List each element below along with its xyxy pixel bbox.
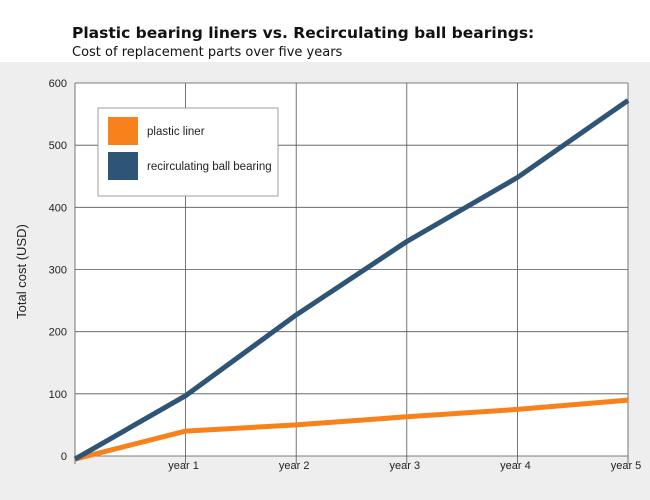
legend-label: plastic liner [147, 126, 205, 138]
legend: plastic liner recirculating ball bearing [97, 107, 279, 197]
y-axis-ticks: 0 100 200 300 400 500 600 [49, 78, 67, 463]
legend-swatch-plastic-liner [108, 117, 138, 145]
y-tick-label: 600 [49, 78, 67, 90]
chart-title: Plastic bearing liners vs. Recirculating… [72, 24, 535, 42]
y-tick-label: 200 [49, 327, 67, 339]
y-axis-title: Total cost (USD) [14, 224, 29, 319]
y-tick-label: 100 [49, 389, 67, 401]
legend-label: recirculating ball bearing [147, 161, 272, 173]
x-tick-label: year 5 [611, 460, 642, 472]
series-lines [73, 98, 630, 462]
chart-subtitle: Cost of replacement parts over five year… [72, 45, 343, 60]
plastic-liner-line [74, 397, 629, 462]
x-tick-label: year 4 [500, 460, 531, 472]
ball-bearing-line [73, 98, 630, 462]
legend-swatch-ball-bearing [108, 152, 138, 180]
y-tick-label: 300 [49, 265, 67, 277]
y-tick-label: 500 [49, 140, 67, 152]
x-tick-label: year 2 [279, 460, 310, 472]
x-tick-label: year 1 [168, 460, 199, 472]
x-tick-label: year 3 [390, 460, 421, 472]
y-tick-label: 0 [61, 451, 67, 463]
title-block: Plastic bearing liners vs. Recirculating… [0, 0, 650, 62]
x-axis-ticks: year 1 year 2 year 3 year 4 year 5 [168, 460, 641, 472]
y-tick-label: 400 [49, 202, 67, 214]
